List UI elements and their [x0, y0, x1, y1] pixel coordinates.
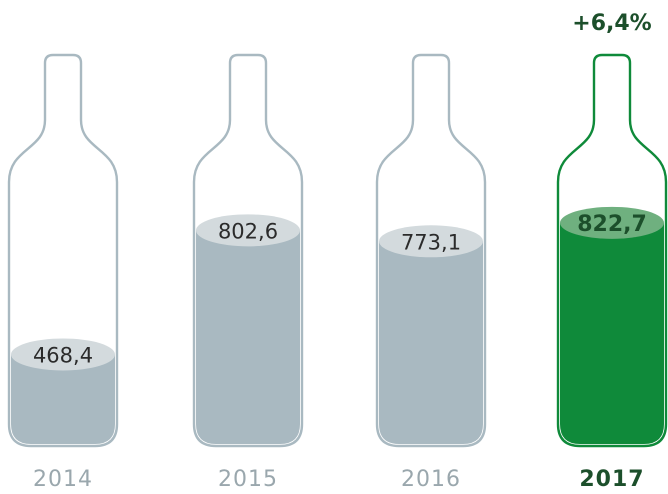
liquid-surface-2016	[379, 225, 483, 258]
year-label-2015: 2015	[218, 467, 278, 492]
year-label-2016: 2016	[401, 467, 461, 492]
bottle-outline-2015	[192, 53, 304, 448]
bar-2014	[11, 354, 115, 444]
bottle-outline-2016	[375, 53, 487, 448]
value-label-2015: 802,6	[218, 219, 278, 243]
bottle-2015: 802,6 2015	[192, 53, 304, 492]
bar-2015	[196, 230, 300, 444]
value-label-2017: 822,7	[577, 212, 647, 237]
liquid-surface-2015	[196, 214, 300, 247]
growth-annotation: +6,4%	[572, 11, 651, 36]
bottle-2014: 468,4 2014	[7, 53, 119, 492]
value-label-2014: 468,4	[33, 343, 93, 367]
value-label-2016: 773,1	[401, 230, 461, 254]
bottle-2017: 822,7 2017	[556, 53, 668, 492]
bar-2016	[379, 241, 483, 444]
year-label-2017: 2017	[579, 467, 644, 492]
bar-2017	[560, 222, 664, 444]
bottle-outline-2014	[7, 53, 119, 448]
bottle-outline-2017	[556, 53, 668, 448]
year-label-2014: 2014	[33, 467, 93, 492]
bottle-2016: 773,1 2016	[375, 53, 487, 492]
liquid-surface-2017	[560, 206, 664, 239]
liquid-surface-2014	[11, 338, 115, 371]
